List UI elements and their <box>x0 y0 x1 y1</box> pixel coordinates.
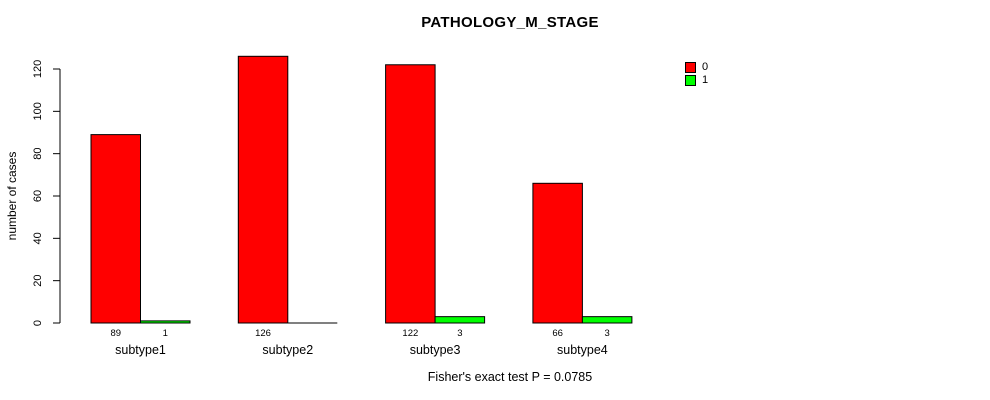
x-category-label: subtype3 <box>410 343 461 357</box>
bar-value-label: 3 <box>457 328 462 339</box>
bar-0-subtype3 <box>385 64 436 324</box>
legend-color-swatch <box>685 75 696 86</box>
bar-value-label: 126 <box>255 328 271 339</box>
legend-item: 0 <box>685 61 708 74</box>
bar-0-subtype4 <box>532 182 583 324</box>
bar-1-subtype4 <box>581 316 633 324</box>
legend-label: 1 <box>702 74 709 86</box>
y-axis-title: number of cases <box>5 152 19 241</box>
y-axis-tick-label: 60 <box>32 190 44 202</box>
x-category-label: subtype4 <box>557 343 608 357</box>
bar-1-subtype3 <box>434 316 486 324</box>
bar-value-label: 66 <box>552 328 563 339</box>
bar-value-label: 89 <box>110 328 121 339</box>
y-axis-tick-label: 40 <box>32 232 44 244</box>
bar-value-label: 122 <box>402 328 418 339</box>
bar-1-subtype1 <box>140 320 191 324</box>
legend-item: 1 <box>685 74 708 87</box>
y-axis-tick-label: 0 <box>32 320 44 326</box>
legend-label: 0 <box>702 61 709 73</box>
y-axis-tick-label: 20 <box>32 275 44 287</box>
bar-value-label: 1 <box>163 328 168 339</box>
y-axis-tick-label: 120 <box>32 60 44 78</box>
x-category-label: subtype2 <box>262 343 313 357</box>
y-axis-tick-label: 80 <box>32 148 44 160</box>
legend-color-swatch <box>685 62 696 73</box>
annotation-caption: Fisher's exact test P = 0.0785 <box>427 370 593 384</box>
bar-value-label: 3 <box>605 328 610 339</box>
x-category-label: subtype1 <box>115 343 166 357</box>
bar-0-subtype1 <box>90 134 141 324</box>
y-axis-tick-label: 100 <box>32 102 44 120</box>
chart-title: PATHOLOGY_M_STAGE <box>421 14 599 31</box>
bar-0-subtype2 <box>237 55 289 324</box>
